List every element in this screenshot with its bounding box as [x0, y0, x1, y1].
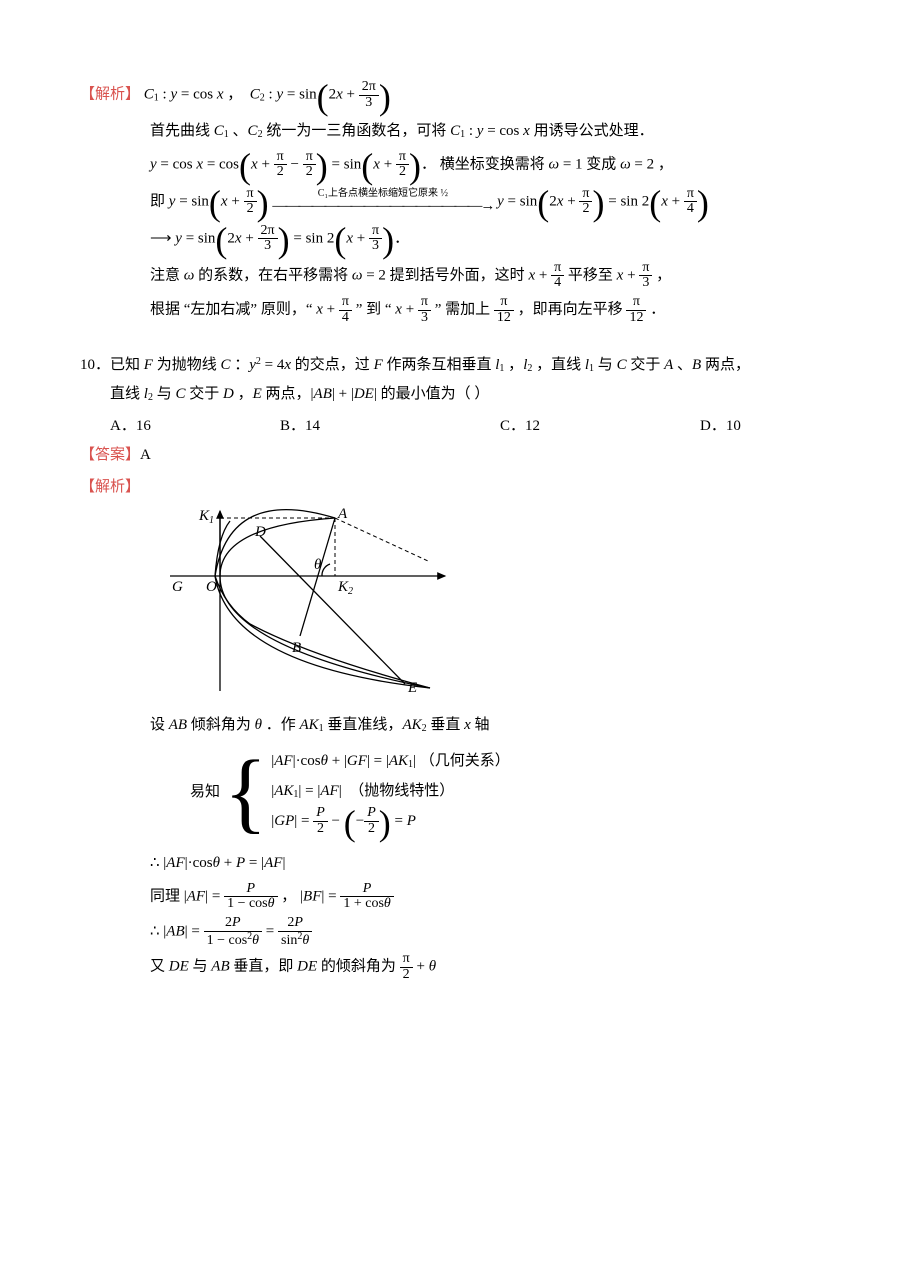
b1-l3: y = cos x = cos(x + π2 − π2) = sin(x + π…	[80, 150, 850, 183]
b1-l4: 即 y = sin(x + π2) C₁上各点横坐标缩短它原来 ½ ——————…	[80, 187, 850, 220]
b1-l7: 根据 “左加右减” 原则，“ x + π4 ” 到 “ x + π3 ” 需加上…	[80, 295, 850, 325]
svg-text:A: A	[337, 506, 348, 522]
b1-l5: ⟶ y = sin(2x + 2π3) = sin 2(x + π3)．	[80, 224, 850, 257]
brace-line-3: |GP| = P2 − (−P2) = P	[271, 806, 510, 839]
q10-opt-a: A．16	[110, 412, 280, 441]
b2-s3: 同理 |AF| = P1 − cosθ ， |BF| = P1 + cosθ	[80, 882, 850, 912]
know-label: 易知	[190, 778, 220, 807]
q10-analysis-label: 【解析】	[80, 473, 850, 502]
b2-s2: ∴ |AF|·cosθ + P = |AF|	[80, 849, 850, 878]
brace-line-2: |AK1| = |AF| （抛物线特性）	[271, 776, 510, 806]
b1-l2: 首先曲线 C1 、C2 统一为一三角函数名，可将 C1 : y = cos x …	[80, 117, 850, 146]
svg-text:O: O	[206, 579, 217, 595]
q10-opt-b: B．14	[280, 412, 500, 441]
svg-text:K2: K2	[337, 579, 353, 597]
q10-answer: A	[140, 447, 151, 463]
b2-s5: 又 DE 与 AB 垂直，即 DE 的倾斜角为 π2 + θ	[80, 952, 850, 982]
q10-stem1: 已知 F 为抛物线 C ：y2 = 4x 的交点，过 F 作两条互相垂直 l1 …	[110, 351, 750, 380]
q10-number: 10．	[80, 351, 110, 380]
svg-text:K1: K1	[198, 508, 214, 526]
q10-stem-row1: 10． 已知 F 为抛物线 C ：y2 = 4x 的交点，过 F 作两条互相垂直…	[80, 351, 850, 380]
q10-opt-d: D．10	[700, 412, 820, 441]
analysis-line-1: 【解析】 C1 : y = cos x ， C2 : y = sin(2x + …	[80, 80, 850, 113]
analysis-label: 【解析】	[80, 87, 140, 103]
svg-text:θ: θ	[314, 557, 322, 573]
b2-brace-block: 易知 { |AF|·cosθ + |GF| = |AK1| （几何关系） |AK…	[80, 746, 850, 839]
answer-label: 【答案】	[80, 447, 140, 463]
q10-options: A．16 B．14 C．12 D．10	[80, 412, 850, 441]
svg-text:G: G	[172, 579, 183, 595]
q10-diagram: A D B E G O K1 K2 θ	[80, 506, 850, 712]
q10-opt-c: C．12	[500, 412, 700, 441]
svg-text:D: D	[254, 524, 266, 540]
q10-stem2: 直线 l2 与 C 交于 D ，E 两点，|AB| + |DE| 的最小值为（ …	[80, 380, 850, 409]
parabola-diagram: A D B E G O K1 K2 θ	[160, 506, 460, 701]
svg-text:E: E	[407, 680, 417, 696]
transform-arrow: C₁上各点横坐标缩短它原来 ½ ————————————————→	[272, 189, 493, 214]
b2-s4: ∴ |AB| = 2P1 − cos2θ = 2Psin2θ	[80, 916, 850, 948]
b1-l6: 注意 ω 的系数，在右平移需将 ω = 2 提到括号外面，这时 x + π4 平…	[80, 261, 850, 291]
brace-line-1: |AF|·cosθ + |GF| = |AK1| （几何关系）	[271, 746, 510, 776]
q10-answer-line: 【答案】A	[80, 441, 850, 470]
svg-text:B: B	[292, 640, 301, 656]
b2-s1: 设 AB 倾斜角为 θ ．作 AK1 垂直准线，AK2 垂直 x 轴	[80, 711, 850, 740]
